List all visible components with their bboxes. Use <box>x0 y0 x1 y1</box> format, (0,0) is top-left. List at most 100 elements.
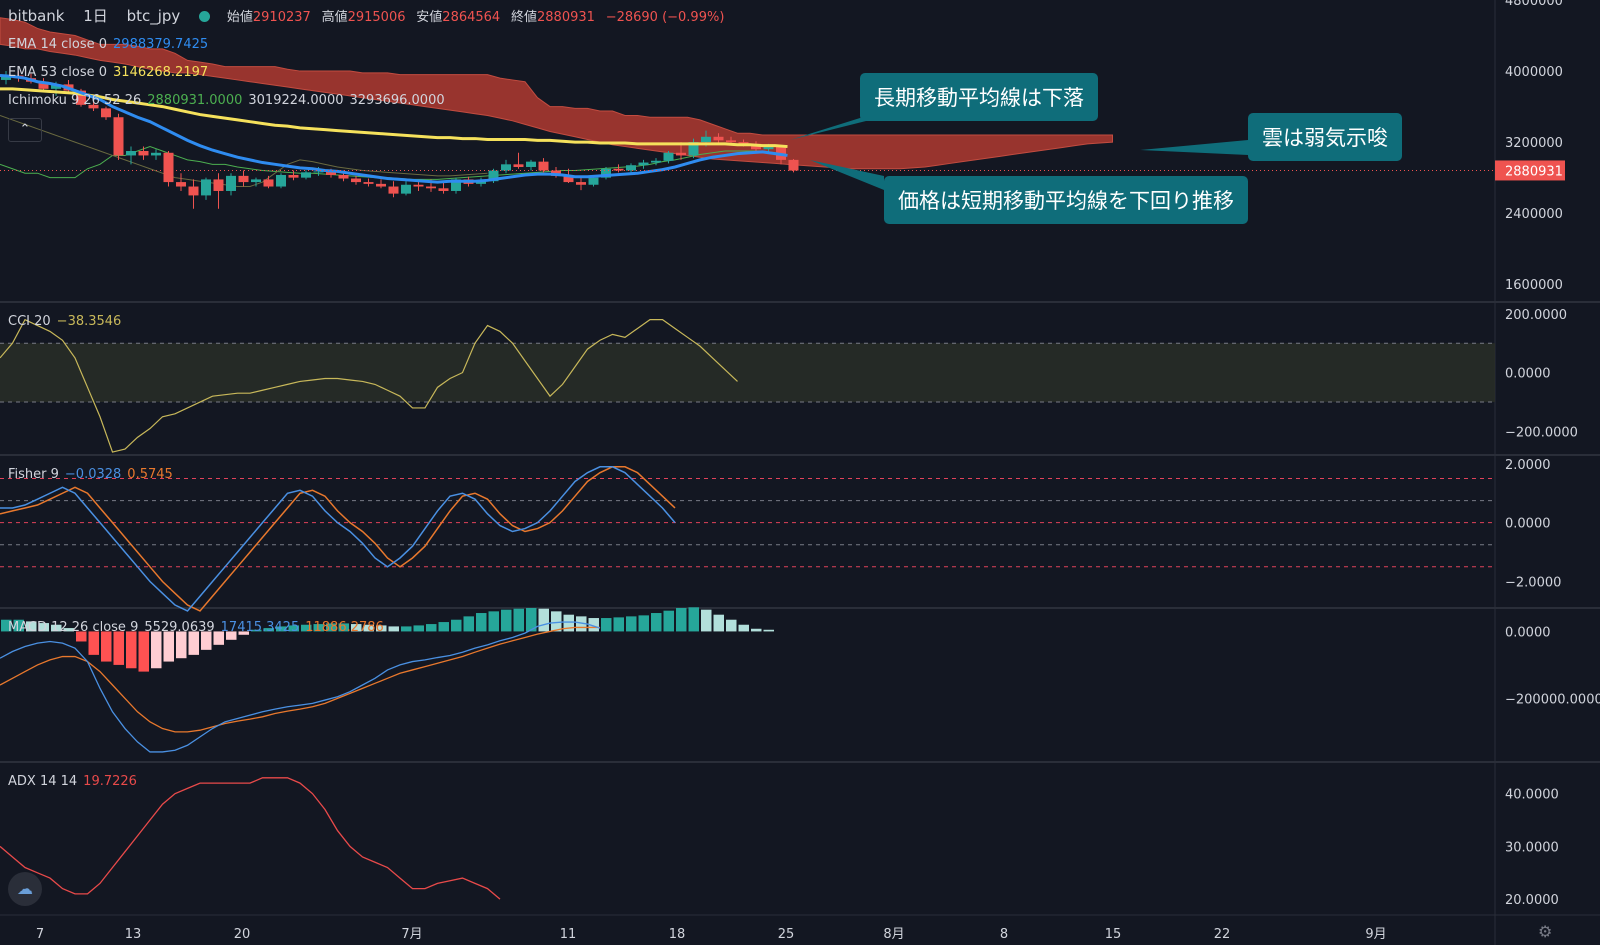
macd-histogram-bar <box>26 621 37 632</box>
ichimoku-value-2: 3019224.0000 <box>248 93 344 108</box>
candle-body <box>88 104 99 109</box>
macd-histogram-bar <box>426 624 437 632</box>
macd-histogram-bar <box>338 623 349 632</box>
macd-histogram-bar <box>251 629 262 632</box>
adx-value: 19.7226 <box>83 774 137 789</box>
candle-body <box>401 184 411 194</box>
candle-body <box>101 108 111 118</box>
gear-icon[interactable]: ⚙ <box>1538 922 1553 941</box>
candle-body <box>563 175 574 183</box>
macd-histogram-bar <box>176 631 187 659</box>
macd-histogram-bar <box>326 623 337 632</box>
ema53-label: EMA 53 close 0 <box>8 65 108 80</box>
last-price-tag <box>1495 160 1565 181</box>
candle-body <box>601 168 611 178</box>
annotation-cloud[interactable]: 雲は弱気示唆 <box>1248 113 1402 161</box>
low-value: 2864564 <box>442 10 501 25</box>
collapse-legend-button[interactable]: ⌃ <box>8 118 42 142</box>
adx-legend[interactable]: ADX 14 14 19.7226 <box>8 774 143 790</box>
macd-histogram-bar <box>301 624 312 632</box>
y-tick-label: 3200000 <box>1505 136 1563 151</box>
cci-legend[interactable]: CCI 20 −38.3546 <box>8 314 127 330</box>
macd-histogram-bar <box>126 631 137 669</box>
x-tick-label: 8月 <box>883 927 904 942</box>
candle-body <box>188 186 199 196</box>
tradingview-logo-icon[interactable]: ☁ <box>8 872 42 906</box>
candle-body <box>626 165 636 171</box>
cci-band <box>0 343 1495 403</box>
macd-value-3: 11886.2786 <box>305 620 384 635</box>
macd-histogram-bar <box>63 628 74 632</box>
ichimoku-legend[interactable]: Ichimoku 9 26 52 26 2880931.0000 3019224.0… <box>8 93 451 109</box>
candle-body <box>263 179 274 187</box>
adx-label: ADX 14 14 <box>8 774 78 789</box>
macd-histogram-bar <box>188 631 199 655</box>
macd-histogram-bar <box>226 631 237 640</box>
x-tick-label: 20 <box>234 927 251 942</box>
ema53-legend[interactable]: EMA 53 close 0 3146268.2197 <box>8 65 214 81</box>
fisher-legend[interactable]: Fisher 9 −0.0328 0.5745 <box>8 467 179 483</box>
macd-histogram-bar <box>201 631 212 650</box>
y-tick-label: 4000000 <box>1505 65 1563 80</box>
symbol-name[interactable]: btc_jpy <box>126 7 181 25</box>
x-tick-label: 9月 <box>1365 927 1386 942</box>
y-tick-label: 0.0000 <box>1505 367 1551 382</box>
candle-body <box>663 152 674 161</box>
macd-histogram-bar <box>163 631 174 662</box>
macd-histogram-bar <box>76 631 87 642</box>
fisher-line <box>0 466 676 612</box>
cci-line <box>0 318 738 453</box>
macd-histogram-bar <box>651 613 662 632</box>
macd-histogram-bar <box>213 631 224 645</box>
interval-label[interactable]: 1日 <box>83 7 108 25</box>
open-label: 始値 <box>226 10 253 25</box>
adx-line <box>0 777 501 900</box>
macd-histogram-bar <box>438 622 449 632</box>
candle-body <box>113 117 124 156</box>
fisher-label: Fisher 9 <box>8 467 59 482</box>
candle-body <box>588 177 599 185</box>
macd-histogram-bar <box>688 607 699 632</box>
annotation-price[interactable]: 価格は短期移動平均線を下回り推移 <box>884 176 1248 224</box>
fisher-value-2: 0.5745 <box>127 467 173 482</box>
candle-body <box>363 182 374 184</box>
candle-body <box>426 186 436 189</box>
y-tick-label: 20.0000 <box>1505 893 1559 908</box>
y-tick-label: −200.0000 <box>1505 425 1578 440</box>
macd-histogram-bar <box>626 616 637 632</box>
candle-body <box>788 159 799 171</box>
macd-histogram-bar <box>238 631 249 635</box>
ema14-legend[interactable]: EMA 14 close 0 2988379.7425 <box>8 37 214 53</box>
ema53-value: 3146268.2197 <box>113 65 209 80</box>
candle-body <box>213 179 224 191</box>
macd-histogram-bar <box>51 624 62 632</box>
high-label: 高値 <box>321 10 348 25</box>
annotation-long-ma[interactable]: 長期移動平均線は下落 <box>860 73 1098 121</box>
candle-body <box>38 81 49 89</box>
candle-body <box>501 164 511 171</box>
candle-body <box>338 174 349 179</box>
candle-body <box>738 142 749 144</box>
symbol-legend: bitbank 1日 btc_jpy 始値2910237 高値2915006 安… <box>8 8 730 26</box>
annotation-pointer <box>790 118 878 140</box>
macd-histogram-bar <box>638 615 649 632</box>
x-tick-label: 22 <box>1214 927 1231 942</box>
macd-histogram-bar <box>138 631 149 672</box>
low-label: 安値 <box>416 10 443 25</box>
cci-label: CCI 20 <box>8 314 51 329</box>
candle-body <box>313 171 324 173</box>
candle-body <box>301 172 311 178</box>
fisher-value-1: −0.0328 <box>64 467 122 482</box>
macd-signal-line <box>0 626 600 733</box>
macd-histogram-bar <box>738 624 749 632</box>
x-tick-label: 18 <box>669 927 686 942</box>
macd-histogram-bar <box>476 613 487 632</box>
ichimoku-label: Ichimoku 9 26 52 26 <box>8 93 142 108</box>
macd-histogram-bar <box>276 626 287 632</box>
candle-body <box>276 174 286 187</box>
y-tick-label: 0.0000 <box>1505 625 1551 640</box>
macd-legend[interactable]: MACD 12 26 close 9 5529.0639 17415.3425 118… <box>8 620 390 636</box>
y-tick-label: 1600000 <box>1505 278 1563 293</box>
candle-body <box>413 184 424 187</box>
